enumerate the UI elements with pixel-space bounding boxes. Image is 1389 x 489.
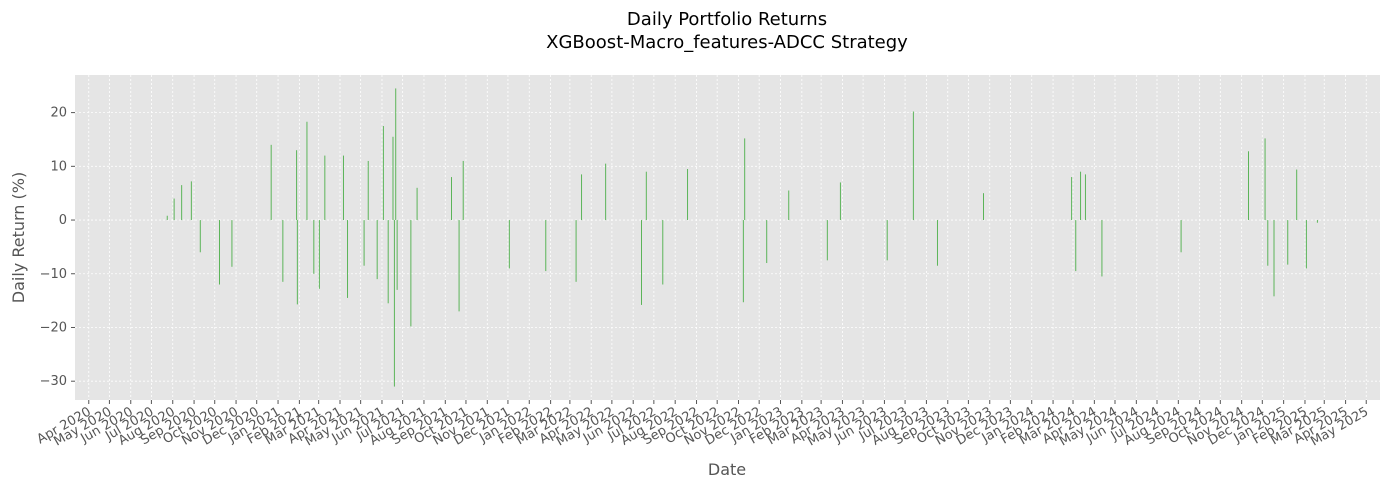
return-bar xyxy=(387,220,389,304)
y-tick-label: −10 xyxy=(40,267,67,282)
return-bar xyxy=(324,155,326,221)
return-bar xyxy=(839,182,841,221)
return-bars xyxy=(166,88,1318,387)
return-bar xyxy=(231,220,233,267)
return-bar xyxy=(296,220,298,305)
x-axis-label: Date xyxy=(708,460,746,479)
return-bar xyxy=(376,220,378,280)
y-tick-label: −30 xyxy=(40,374,67,389)
return-bar xyxy=(1075,220,1077,272)
return-bar xyxy=(313,220,315,274)
grid-lines xyxy=(75,75,1380,400)
return-bar xyxy=(166,215,168,221)
return-bar xyxy=(1287,220,1289,265)
return-bar xyxy=(1180,220,1182,253)
y-axis-label: Daily Return (%) xyxy=(9,172,28,303)
return-bar xyxy=(395,88,397,221)
return-bar xyxy=(605,163,607,221)
return-bar xyxy=(393,220,395,387)
return-bar xyxy=(306,121,308,221)
chart-subtitle: XGBoost-Macro_features-ADCC Strategy xyxy=(546,32,908,53)
return-bar xyxy=(173,198,175,221)
return-bar xyxy=(1071,177,1073,221)
return-bar xyxy=(363,220,365,266)
return-bar xyxy=(766,220,768,264)
return-bar xyxy=(545,220,547,272)
return-bar xyxy=(1273,220,1275,297)
return-bar xyxy=(886,220,888,261)
return-bar xyxy=(1080,171,1082,221)
return-bar xyxy=(1305,220,1307,269)
return-bar xyxy=(575,220,577,282)
return-bar xyxy=(416,187,418,221)
y-axis-ticks: −30 −20 −10 0 10 20 xyxy=(40,106,75,389)
return-bar xyxy=(1316,220,1318,223)
return-bar xyxy=(296,150,298,221)
return-bar xyxy=(788,190,790,221)
return-bar xyxy=(396,220,398,290)
return-bar xyxy=(181,185,183,221)
chart-title: Daily Portfolio Returns xyxy=(627,9,827,30)
return-bar xyxy=(318,220,320,289)
return-bar xyxy=(1296,169,1298,221)
return-bar xyxy=(199,220,201,253)
return-bar xyxy=(1264,138,1266,221)
return-bar xyxy=(1267,220,1269,266)
return-bar xyxy=(410,220,412,327)
return-bar xyxy=(936,220,938,266)
return-bar xyxy=(983,193,984,221)
return-bar xyxy=(744,138,746,221)
return-bar xyxy=(451,177,452,221)
plot-area xyxy=(75,75,1380,400)
return-bar xyxy=(641,220,642,305)
return-bar xyxy=(1248,151,1249,221)
return-bar xyxy=(1084,174,1086,221)
return-bar xyxy=(826,220,828,261)
return-bar xyxy=(190,181,192,221)
y-tick-label: 10 xyxy=(50,159,67,174)
return-bar xyxy=(219,220,220,285)
return-bar xyxy=(1101,220,1103,277)
return-bar xyxy=(662,220,664,285)
return-bar xyxy=(687,169,689,221)
return-bar xyxy=(508,220,510,269)
return-bar xyxy=(645,171,647,221)
return-bar xyxy=(342,155,344,221)
return-bar xyxy=(282,220,284,282)
return-bar xyxy=(581,174,583,221)
return-bar xyxy=(367,160,369,221)
return-bar xyxy=(270,144,272,221)
return-bar xyxy=(392,136,394,221)
return-bar xyxy=(462,160,464,221)
return-bar xyxy=(912,111,914,221)
y-tick-label: 20 xyxy=(50,106,67,121)
return-bar xyxy=(382,126,384,221)
return-bar xyxy=(742,220,744,303)
y-tick-label: 0 xyxy=(59,213,67,228)
y-tick-label: −20 xyxy=(40,320,67,335)
return-bar xyxy=(458,220,460,312)
return-bar xyxy=(347,220,349,298)
